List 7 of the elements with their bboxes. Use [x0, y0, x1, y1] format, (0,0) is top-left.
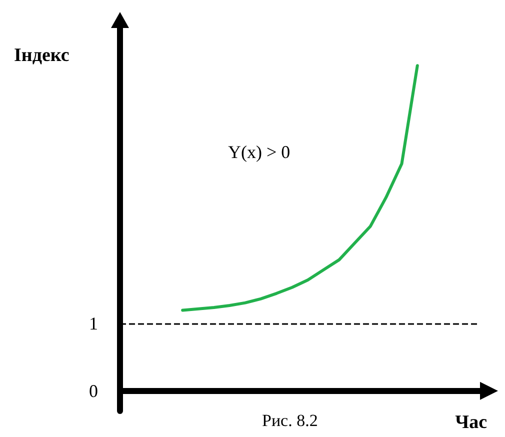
annotation: Y(x) > 0 [228, 142, 290, 162]
y-axis-title: Індекс [14, 45, 70, 66]
y-tick-label: 1 [89, 314, 98, 334]
annotation: Рис. 8.2 [262, 411, 318, 430]
x-axis-title: Час [455, 412, 488, 433]
y-tick-label: 0 [89, 380, 98, 401]
line-series [181, 64, 419, 312]
